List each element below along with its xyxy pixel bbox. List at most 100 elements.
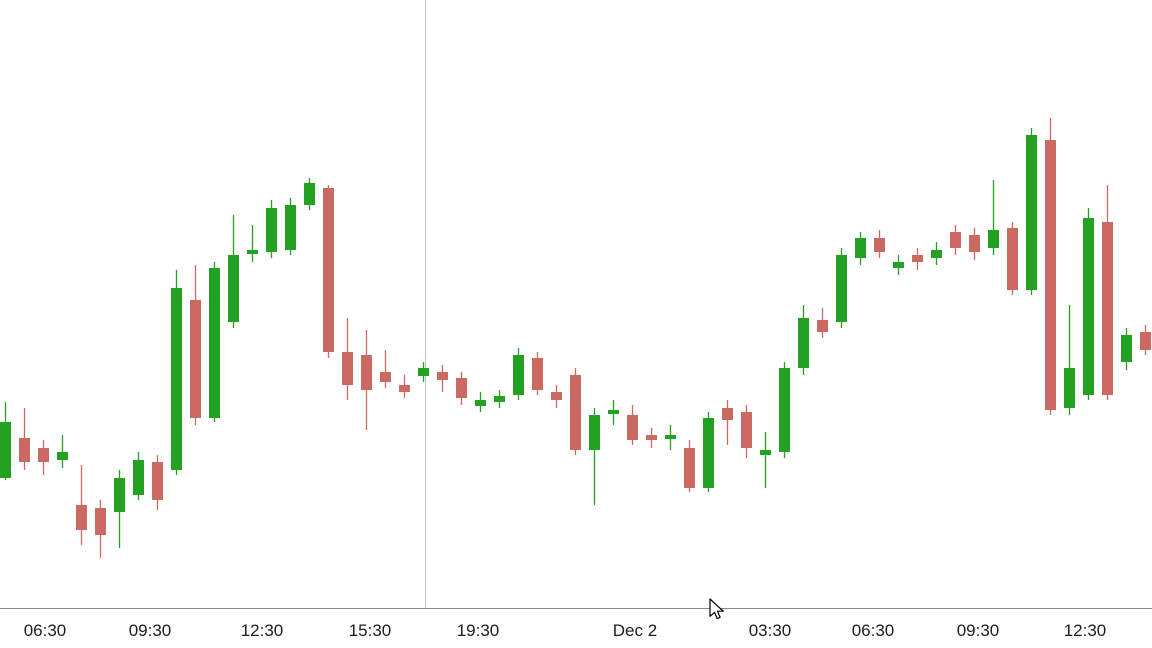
candle-body [380, 372, 391, 382]
candle-body [817, 320, 828, 332]
candle [38, 440, 49, 475]
candle [266, 200, 277, 258]
candle-body [1064, 368, 1075, 408]
candle-body [95, 508, 106, 535]
candle [399, 375, 410, 398]
candle [589, 408, 600, 505]
x-axis-tick-label: Dec 2 [613, 621, 657, 640]
candle-body [608, 410, 619, 414]
candle [950, 225, 961, 255]
candle-body [361, 355, 372, 390]
candle-body [247, 250, 258, 254]
candle-body [589, 415, 600, 450]
candle-body [836, 255, 847, 322]
candle-body [684, 448, 695, 488]
candle [646, 428, 657, 448]
x-axis-tick-label: 12:30 [241, 621, 284, 640]
candle [665, 425, 676, 450]
candle-body [931, 250, 942, 258]
candle-body [798, 318, 809, 368]
candle-body [171, 288, 182, 470]
candle [836, 248, 847, 328]
candle-body [1026, 135, 1037, 290]
candle [684, 440, 695, 492]
candle-body [304, 183, 315, 205]
candle [741, 405, 752, 458]
candle [361, 330, 372, 430]
candle [95, 500, 106, 558]
candle-body [494, 396, 505, 402]
candle-body [627, 415, 638, 440]
candle [171, 270, 182, 475]
candle-body [19, 438, 30, 462]
candle [323, 185, 334, 358]
candle-body [76, 505, 87, 530]
candle [893, 255, 904, 275]
candle-body [779, 368, 790, 452]
candle [228, 215, 239, 328]
x-axis-tick-label: 19:30 [457, 621, 500, 640]
candle-body [38, 448, 49, 462]
candle [456, 372, 467, 405]
candle [988, 180, 999, 255]
x-axis-tick-label: 06:30 [852, 621, 895, 640]
candle [1083, 208, 1094, 400]
candle [494, 390, 505, 408]
candle-body [950, 232, 961, 248]
candle-body [323, 188, 334, 352]
candle [1064, 305, 1075, 415]
candle [437, 365, 448, 392]
candle-body [741, 412, 752, 448]
candle [760, 432, 771, 488]
candle-body [190, 300, 201, 418]
candle-body [532, 358, 543, 390]
candle-body [570, 375, 581, 450]
candle-body [874, 238, 885, 252]
candle-body [456, 378, 467, 398]
candle [798, 305, 809, 375]
candle [209, 262, 220, 422]
candle [779, 362, 790, 458]
candle [380, 350, 391, 388]
candle [627, 405, 638, 445]
candle-body [1140, 332, 1151, 350]
candle-body [418, 368, 429, 376]
candle [532, 352, 543, 395]
candle-body [703, 418, 714, 488]
candle [1007, 222, 1018, 295]
candle [722, 400, 733, 445]
candle [969, 228, 980, 260]
candle [874, 230, 885, 258]
mouse-cursor-arrow [709, 598, 724, 620]
candle [1026, 128, 1037, 295]
candle [19, 408, 30, 470]
candle [551, 385, 562, 408]
candle-body [646, 435, 657, 440]
candle-body [475, 400, 486, 406]
candle-body [722, 408, 733, 420]
candle [1045, 118, 1056, 415]
candle [342, 318, 353, 400]
candle-body [57, 452, 68, 460]
candle-body [760, 450, 771, 455]
candle [114, 470, 125, 548]
candle [855, 232, 866, 265]
candle-body [209, 268, 220, 418]
candle [817, 308, 828, 338]
candle [931, 242, 942, 265]
candle-body [133, 460, 144, 495]
candle-body [988, 230, 999, 248]
candle-body [1045, 140, 1056, 410]
candle-body [513, 355, 524, 395]
candle [247, 225, 258, 262]
candle-body [1102, 222, 1113, 395]
candle [1121, 328, 1132, 370]
candle-body [969, 235, 980, 252]
x-axis-tick-label: 03:30 [749, 621, 792, 640]
candle [285, 198, 296, 255]
candle [152, 455, 163, 510]
candle-body [437, 372, 448, 380]
x-axis-tick-label: 15:30 [349, 621, 392, 640]
